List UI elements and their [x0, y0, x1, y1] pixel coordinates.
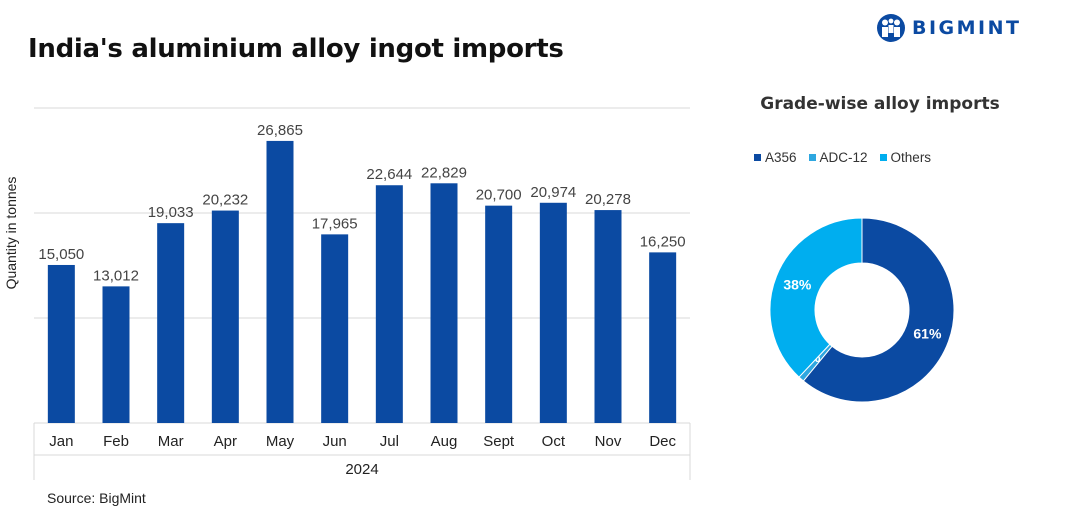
- bar-jan: [47, 264, 75, 423]
- x-tick-nov: Nov: [595, 433, 622, 450]
- legend-item-adc-12: ADC-12: [808, 150, 868, 165]
- x-tick-oct: Oct: [542, 433, 566, 450]
- data-label-may: 26,865: [257, 122, 303, 139]
- bar-dec: [649, 252, 677, 423]
- data-label-jan: 15,050: [38, 246, 84, 263]
- bar-nov: [594, 210, 622, 423]
- bar-chart: 15,050 Jan 13,012 Feb 19,033 Mar 20,232 Apr 26,8…: [3, 107, 691, 480]
- donut-label-others: 38%: [783, 276, 812, 292]
- data-label-mar: 19,033: [148, 204, 194, 221]
- legend-label-adc-12: ADC-12: [819, 150, 868, 165]
- x-tick-aug: Aug: [431, 433, 458, 450]
- brand-logo: BIGMINT: [876, 12, 1022, 44]
- data-label-nov: 20,278: [585, 191, 631, 208]
- donut-chart: 61%1%38%: [769, 217, 955, 403]
- bar-may: [266, 140, 294, 424]
- legend-swatch-a356: [754, 154, 761, 161]
- bar-aug: [430, 183, 458, 423]
- data-label-dec: 16,250: [640, 233, 686, 250]
- bar-oct: [539, 202, 567, 423]
- x-tick-jun: Jun: [323, 433, 347, 450]
- x-tick-apr: Apr: [214, 433, 237, 450]
- x-tick-feb: Feb: [103, 433, 129, 450]
- x-axis-label: 2024: [345, 461, 378, 478]
- legend-label-others: Others: [890, 150, 932, 165]
- x-tick-sept: Sept: [483, 433, 515, 450]
- x-tick-jul: Jul: [380, 433, 399, 450]
- bigmint-logo-icon: [877, 14, 905, 42]
- legend-swatch-adc-12: [808, 154, 816, 161]
- donut-slice-others: [769, 217, 863, 378]
- donut-legend: A356 ADC-12 Others: [754, 150, 931, 165]
- data-label-oct: 20,974: [530, 184, 576, 201]
- x-tick-may: May: [266, 433, 295, 450]
- source-note: Source: BigMint: [47, 490, 146, 506]
- data-label-jun: 17,965: [312, 215, 358, 232]
- bar-sept: [485, 205, 513, 423]
- x-tick-jan: Jan: [49, 433, 73, 450]
- data-label-apr: 20,232: [202, 192, 248, 209]
- bar-mar: [157, 223, 185, 423]
- data-label-aug: 22,829: [421, 164, 467, 181]
- brand-name: BIGMINT: [912, 17, 1022, 39]
- y-axis-label: Quantity in tonnes: [3, 177, 19, 290]
- donut-chart-title: Grade-wise alloy imports: [760, 94, 1000, 114]
- x-tick-mar: Mar: [158, 433, 184, 450]
- data-label-sept: 20,700: [476, 187, 522, 204]
- x-tick-dec: Dec: [649, 433, 676, 450]
- chart-title: India's aluminium alloy ingot imports: [28, 34, 564, 64]
- bar-jul: [375, 185, 403, 423]
- data-label-jul: 22,644: [366, 166, 412, 183]
- legend-label-a356: A356: [765, 150, 797, 165]
- donut-label-a356: 61%: [913, 326, 942, 342]
- bar-jun: [321, 234, 349, 423]
- legend-item-others: Others: [879, 150, 932, 165]
- data-label-feb: 13,012: [93, 267, 139, 284]
- legend-item-a356: A356: [754, 150, 797, 165]
- donut-slice-a356: [802, 217, 955, 403]
- bar-feb: [102, 286, 130, 423]
- legend-swatch-others: [879, 154, 887, 161]
- bar-apr: [211, 210, 239, 423]
